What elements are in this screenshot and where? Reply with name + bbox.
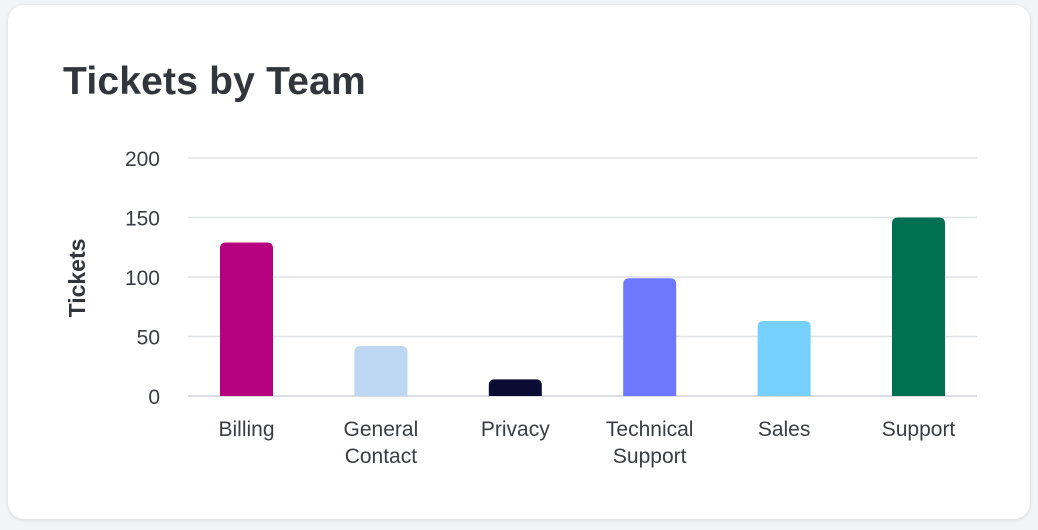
- bar-general-contact: [354, 346, 408, 396]
- x-tick-label: Sales: [758, 418, 811, 441]
- bar-privacy: [488, 379, 542, 396]
- y-tick-label: 100: [125, 267, 160, 290]
- y-tick-label: 0: [148, 386, 160, 409]
- x-tick-label: Technical: [606, 418, 694, 441]
- x-tick-label: Support: [882, 418, 956, 441]
- bar-technical-support: [623, 278, 677, 396]
- bar-support: [892, 217, 945, 396]
- x-tick-label: General: [344, 418, 419, 441]
- x-tick-label: Privacy: [481, 418, 550, 441]
- y-tick-label: 50: [137, 327, 160, 350]
- bar-billing: [220, 242, 273, 396]
- y-axis-label: Tickets: [64, 239, 90, 318]
- y-tick-label: 150: [125, 208, 160, 231]
- x-tick-label: Billing: [218, 418, 274, 441]
- chart-title: Tickets by Team: [63, 60, 366, 103]
- chart-card: Tickets by Team: [8, 5, 1030, 519]
- x-tick-label: Contact: [345, 445, 418, 468]
- bar-sales: [757, 321, 811, 396]
- x-tick-label: Support: [613, 445, 687, 468]
- y-tick-label: 200: [125, 148, 160, 171]
